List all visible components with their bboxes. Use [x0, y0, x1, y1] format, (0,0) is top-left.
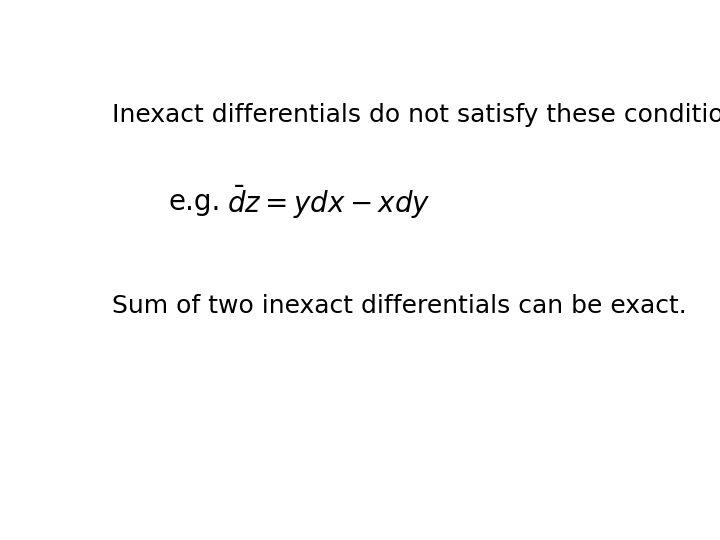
Text: Inexact differentials do not satisfy these conditions: Inexact differentials do not satisfy the… [112, 103, 720, 127]
Text: e.g.: e.g. [168, 188, 220, 216]
Text: Sum of two inexact differentials can be exact.: Sum of two inexact differentials can be … [112, 294, 687, 318]
Text: $\bar{d}z = ydx - xdy$: $\bar{d}z = ydx - xdy$ [227, 183, 431, 221]
